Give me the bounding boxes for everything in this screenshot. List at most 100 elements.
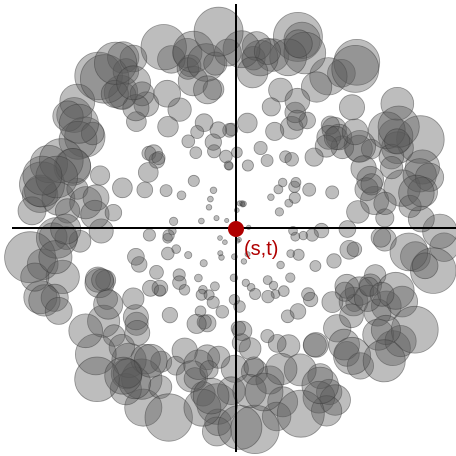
sample-circle [285,272,296,283]
sample-circle [278,177,288,188]
sample-circle [269,38,307,77]
sample-circle [58,103,99,144]
sample-circle [360,173,383,196]
sample-circle [362,318,395,351]
sample-circle [136,181,154,199]
sample-circle [240,258,248,265]
sample-circle [75,333,117,376]
sample-circle [209,186,218,194]
sample-circle [151,151,166,166]
sample-circle [284,87,311,114]
sample-circle [209,281,220,292]
sample-circle [339,303,364,329]
sample-circle [54,198,81,224]
sample-circle [244,251,251,258]
sample-circle [153,284,166,297]
sample-circle [290,231,301,242]
sample-circle [300,71,333,103]
sample-circle [303,332,329,358]
sample-circle [178,284,191,296]
sample-circle [283,353,317,387]
sample-circle [55,148,91,184]
sample-circle [199,360,219,380]
sample-circle [68,313,103,349]
sample-circle [217,250,224,257]
sample-circle [333,39,381,86]
sample-circle [328,328,360,361]
sample-circle [17,196,47,226]
sample-circle [183,349,214,380]
sample-circle [284,29,313,59]
sample-circle [224,122,239,137]
sample-circle [124,319,151,346]
sample-circle [358,276,379,297]
sample-circle [240,200,247,207]
sample-circle [112,177,133,199]
sample-circle [44,296,73,325]
sample-circle [184,251,193,260]
sample-circle [370,227,392,248]
sample-circle [187,174,200,187]
sample-circle [29,144,69,184]
sample-circle [181,134,196,149]
sample-circle [207,195,214,203]
sample-circle [244,372,284,412]
sample-circle [338,94,365,121]
sample-circle [223,160,234,171]
sample-circle [203,51,228,76]
sample-circle [334,281,355,302]
sample-circle [28,284,61,317]
sample-circle [148,375,173,399]
sample-circle [205,204,213,211]
sample-circle [277,285,290,297]
sample-circle [284,101,306,124]
sample-circle [194,113,214,132]
sample-circle [260,329,275,344]
sample-circle [298,230,309,241]
sample-circle [186,313,207,334]
sample-circle [323,314,352,343]
sample-circle [38,240,73,275]
sample-circle [100,79,129,108]
sample-circle [112,58,140,85]
sample-circle [91,268,114,292]
sample-circle [274,207,284,217]
sample-circle [162,229,175,242]
sample-circle [93,41,138,85]
sample-circle [230,320,246,336]
sample-circle [341,118,369,146]
sample-circle [260,154,274,167]
sample-circle [309,260,322,272]
sample-circle [82,184,110,212]
sample-circle [390,305,439,354]
sample-circle [414,162,445,192]
sample-circle [398,194,422,218]
sample-circle [384,325,417,358]
sample-circle [116,65,152,101]
sample-circle [157,115,179,138]
sample-circle [236,56,269,89]
sample-circle [206,295,220,309]
sample-circle [241,159,254,172]
sample-circle [84,266,111,293]
sample-circle [104,203,123,222]
sample-circle [159,184,173,198]
sample-circle [68,230,92,253]
sample-circle [127,247,145,266]
sample-circle [50,213,82,245]
sample-circle [138,162,159,183]
sample-circle [157,45,186,74]
sample-circle [346,200,370,224]
sample-circle [190,125,205,139]
sample-circle [321,291,344,314]
sample-circle [350,155,377,182]
sample-circle [215,305,230,319]
sample-circle [289,303,307,320]
sample-circle [288,191,301,204]
sample-circle [389,232,429,272]
sample-circle [186,43,226,82]
sample-circle [59,83,96,120]
sample-circle [4,231,57,284]
sample-circle [369,281,395,307]
sample-circle [267,386,299,418]
